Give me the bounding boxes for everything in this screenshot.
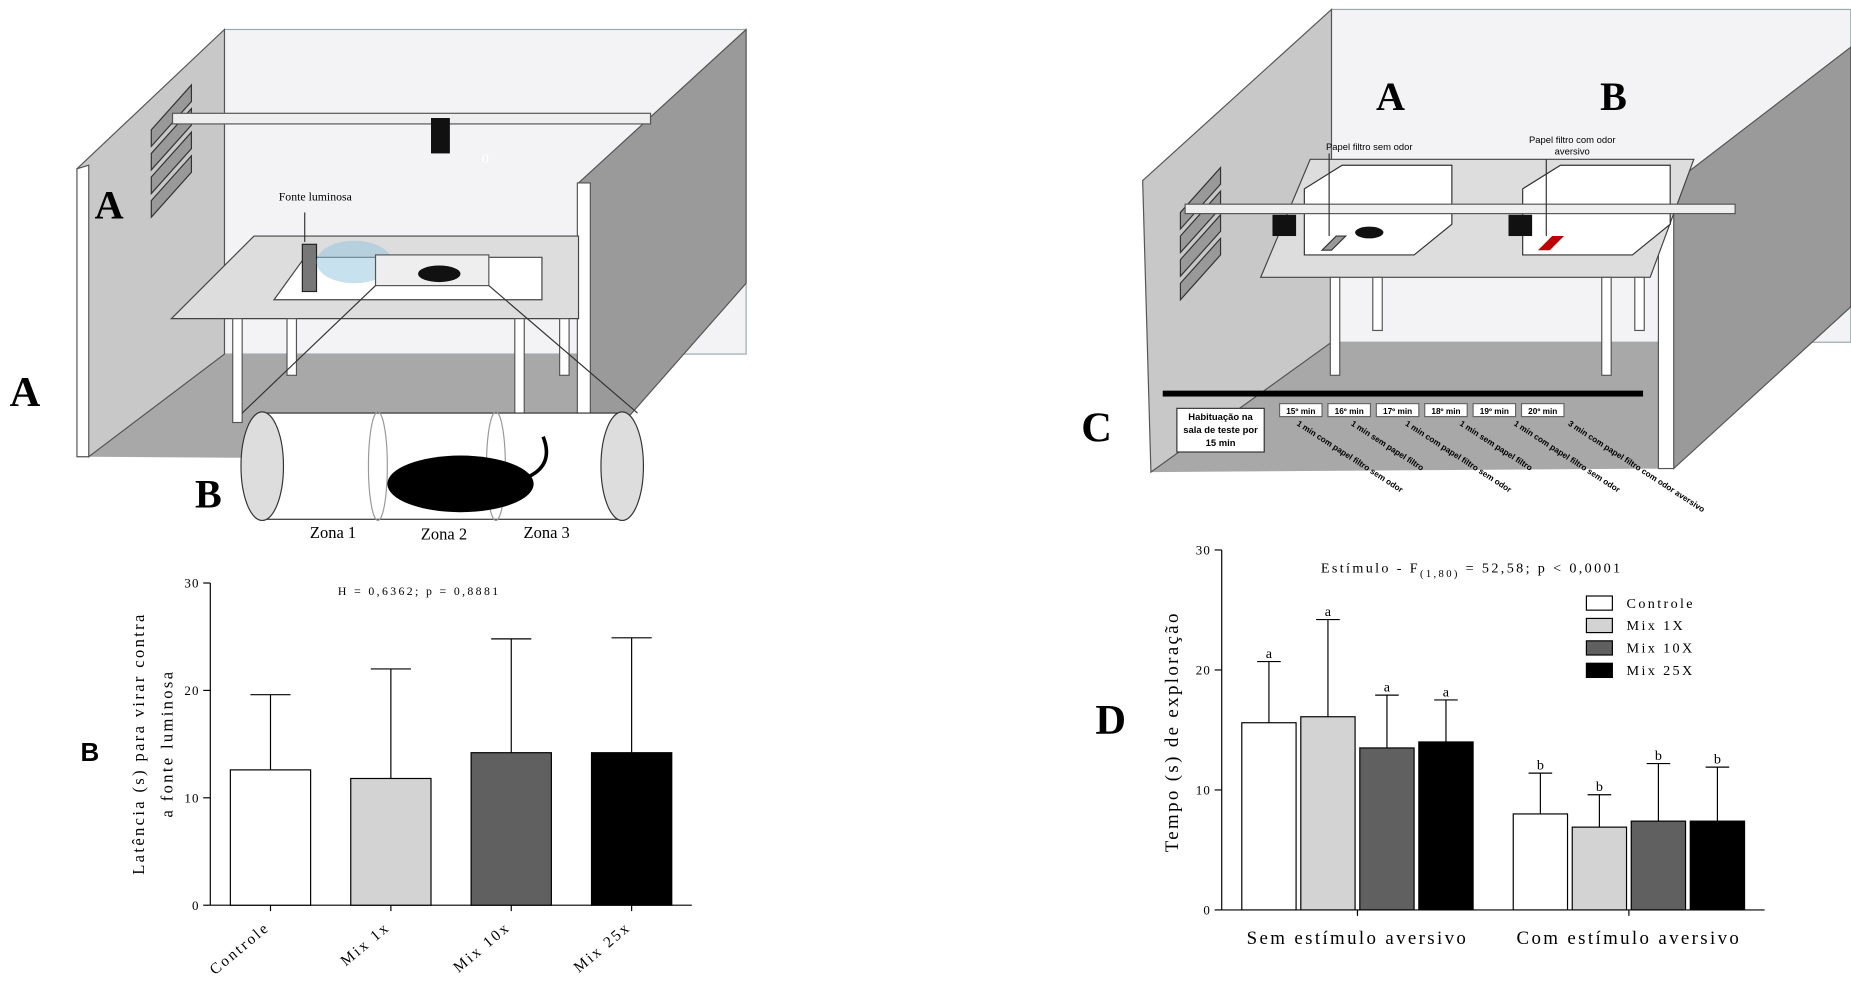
y-axis-label: Latência (s) para virar contra	[129, 612, 148, 874]
annotation: Estímulo - F(1,80) = 52,58; p < 0,0001	[1321, 560, 1623, 580]
legend-label: Mix 1X	[1627, 618, 1686, 634]
significance-label: a	[1325, 604, 1332, 620]
wall-label: A	[95, 182, 124, 227]
zone-label: Zona 3	[523, 523, 569, 542]
habituation-label: Habituação na	[1188, 412, 1253, 423]
legend-label: Controle	[1627, 596, 1695, 612]
light-source	[302, 244, 316, 291]
x-tick-label: Mix 10x	[450, 919, 514, 976]
significance-label: b	[1537, 758, 1544, 774]
figure: A B Fonte luminosa 0 Zona 1 Zona 2 Zona …	[0, 0, 1851, 989]
bar	[351, 778, 431, 905]
bar	[1690, 821, 1744, 910]
y-tick-label: 0	[1203, 903, 1211, 918]
bar	[1513, 814, 1567, 910]
bar	[1572, 827, 1626, 910]
paper-label: Papel filtro sem odor	[1326, 142, 1413, 153]
legend-swatch	[1586, 596, 1612, 610]
bar	[1631, 821, 1685, 910]
minute-label: 15º min	[1286, 407, 1315, 416]
diagram-left: A B Fonte luminosa 0 Zona 1 Zona 2 Zona …	[77, 30, 746, 544]
panel-label: B	[80, 737, 99, 767]
bar	[1242, 723, 1296, 910]
mouse-small	[418, 266, 460, 283]
x-tick-label: Mix 25x	[570, 919, 634, 976]
x-tick-label: Sem estímulo aversivo	[1247, 928, 1469, 949]
annotation: H = 0,6362; p = 0,8881	[338, 584, 501, 598]
bar	[1419, 742, 1473, 910]
charts: 0 10 20 30 Controle Mix 1x Mix 10x Mix 25x H = 0…	[129, 543, 1764, 979]
minute-label: 16º min	[1335, 407, 1364, 416]
timeline	[1163, 391, 1643, 397]
diagram-right: A B Papel filtro sem odor Papel filtro c…	[1143, 9, 1851, 514]
significance-label: a	[1443, 684, 1450, 700]
bar	[1360, 748, 1414, 910]
panel-label: A	[10, 369, 41, 416]
significance-label: a	[1384, 680, 1391, 696]
significance-label: a	[1266, 646, 1273, 662]
x-tick-label: Mix 1x	[337, 919, 393, 970]
annotation-subscript: (1,80)	[1420, 569, 1460, 580]
paper-label: Papel filtro com odor	[1529, 135, 1616, 146]
chart-exploration: 0 10 20 30 Sem estímulo aversivo a a a a Com estí…	[1162, 543, 1765, 949]
camera	[1509, 215, 1533, 236]
box-label: A	[1376, 74, 1405, 119]
mouse	[1355, 227, 1383, 239]
chart-latency: 0 10 20 30 Controle Mix 1x Mix 10x Mix 25x H = 0…	[129, 576, 692, 979]
x-tick-label: Com estímulo aversivo	[1517, 928, 1742, 949]
left-wall-edge	[77, 165, 89, 457]
minute-label: 20º min	[1528, 407, 1557, 416]
y-tick-label: 30	[184, 576, 199, 591]
legend-swatch	[1586, 663, 1612, 677]
y-axis-label: Tempo (s) de exploração	[1162, 611, 1183, 852]
light-label: Fonte luminosa	[279, 190, 353, 204]
rail	[173, 113, 651, 124]
y-tick-label: 30	[1196, 543, 1211, 558]
y-tick-label: 10	[1196, 783, 1211, 798]
y-tick-label: 20	[184, 683, 199, 698]
mouse-large	[387, 456, 533, 513]
bar	[230, 770, 310, 905]
panel-label: D	[1095, 697, 1126, 744]
minute-label: 19º min	[1480, 407, 1509, 416]
significance-label: b	[1714, 752, 1721, 768]
y-tick-label: 10	[184, 791, 199, 806]
zone-label: Zona 2	[421, 524, 467, 543]
habituation-label: 15 min	[1206, 438, 1236, 449]
tube-end	[601, 412, 643, 521]
legend-swatch	[1586, 641, 1612, 655]
y-axis-label: a fonte luminosa	[158, 670, 177, 818]
annotation-rest: = 52,58; p < 0,0001	[1460, 560, 1623, 576]
legend-swatch	[1586, 618, 1612, 632]
bar	[1301, 717, 1355, 910]
camera	[1272, 215, 1296, 236]
tube-label: B	[195, 471, 222, 516]
zone-label: Zona 1	[310, 523, 356, 542]
rail	[1185, 204, 1735, 213]
annotation-text: Estímulo - F	[1321, 560, 1420, 576]
habituation-label: sala de teste por	[1183, 425, 1258, 436]
bar	[592, 753, 672, 906]
paper-label: aversivo	[1555, 147, 1590, 158]
panel-label: C	[1081, 404, 1112, 451]
camera	[431, 118, 450, 153]
counter: 0	[482, 151, 489, 167]
x-tick-label: Controle	[207, 919, 273, 979]
box-label: B	[1600, 74, 1627, 119]
significance-label: b	[1655, 748, 1662, 764]
y-tick-label: 20	[1196, 663, 1211, 678]
minute-label: 17º min	[1383, 407, 1412, 416]
tube-end	[241, 412, 283, 521]
y-tick-label: 0	[192, 898, 200, 913]
minute-label: 18º min	[1431, 407, 1460, 416]
legend-label: Mix 25X	[1627, 663, 1695, 679]
significance-label: b	[1596, 779, 1603, 795]
legend-label: Mix 10X	[1627, 641, 1695, 657]
bar	[471, 753, 551, 906]
